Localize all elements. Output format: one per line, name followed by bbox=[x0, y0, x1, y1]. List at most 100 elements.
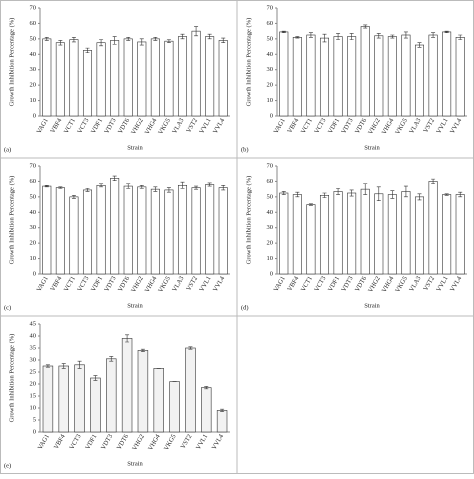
bar bbox=[455, 37, 465, 117]
bar bbox=[205, 36, 215, 117]
y-tick-label: 50 bbox=[267, 193, 274, 200]
error-bar bbox=[166, 39, 171, 44]
error-bar bbox=[308, 32, 313, 38]
error-bar bbox=[363, 24, 368, 29]
bar bbox=[292, 37, 302, 117]
bar bbox=[74, 364, 85, 433]
panel-label: (b) bbox=[241, 146, 249, 153]
bar bbox=[55, 42, 65, 117]
y-tick-label: 60 bbox=[30, 20, 37, 27]
bar bbox=[414, 196, 425, 275]
error-bar bbox=[220, 408, 225, 412]
bar bbox=[106, 358, 117, 433]
bar bbox=[177, 36, 188, 117]
bar bbox=[455, 194, 465, 275]
error-bar bbox=[431, 32, 436, 38]
error-bar bbox=[126, 183, 131, 189]
y-tick-label: 30 bbox=[267, 66, 274, 73]
error-bar bbox=[221, 37, 226, 44]
bar bbox=[69, 39, 79, 117]
bar bbox=[169, 381, 180, 433]
bar bbox=[121, 338, 133, 433]
error-bar bbox=[112, 36, 117, 45]
error-bar bbox=[363, 183, 368, 195]
y-tick-label: 20 bbox=[30, 82, 37, 89]
bar bbox=[137, 186, 147, 275]
bar bbox=[306, 204, 316, 275]
bar bbox=[360, 188, 370, 275]
bar bbox=[333, 36, 343, 117]
bar bbox=[279, 31, 289, 117]
bar bbox=[387, 194, 397, 275]
x-axis-label: Strain bbox=[127, 302, 143, 309]
bar bbox=[153, 368, 164, 433]
bar bbox=[96, 184, 106, 275]
y-tick-label: 35 bbox=[30, 344, 37, 351]
y-tick-label: 40 bbox=[30, 51, 37, 58]
error-bar bbox=[194, 185, 199, 190]
bar bbox=[164, 40, 174, 117]
y-tick-label: 60 bbox=[267, 178, 274, 185]
bar bbox=[374, 193, 384, 275]
y-tick-label: 40 bbox=[30, 332, 37, 339]
panel-label: (c) bbox=[4, 304, 11, 311]
error-bar bbox=[99, 39, 104, 47]
y-tick-label: 0 bbox=[33, 270, 36, 277]
y-tick-label: 20 bbox=[267, 82, 274, 89]
bar bbox=[401, 191, 411, 275]
bar bbox=[110, 178, 120, 275]
bar bbox=[123, 185, 133, 275]
y-tick-label: 10 bbox=[267, 255, 274, 262]
y-axis-label: Growth Inhibition Percentage (%) bbox=[245, 18, 252, 107]
error-bar bbox=[336, 33, 341, 40]
error-bar bbox=[61, 363, 66, 369]
error-bar bbox=[458, 191, 463, 198]
error-bar bbox=[390, 190, 395, 199]
error-bar bbox=[153, 186, 158, 192]
bar bbox=[137, 41, 147, 117]
error-bar bbox=[322, 33, 327, 43]
bar bbox=[177, 184, 188, 275]
error-bar bbox=[180, 33, 185, 40]
bar bbox=[201, 387, 212, 433]
bar bbox=[319, 37, 330, 117]
y-tick-label: 45 bbox=[30, 320, 37, 327]
error-bar bbox=[188, 346, 193, 350]
y-tick-label: 70 bbox=[267, 162, 274, 169]
bar bbox=[82, 189, 93, 275]
bar bbox=[387, 36, 397, 117]
y-axis-label: Growth Inhibition Percentage (%) bbox=[8, 18, 15, 107]
bar bbox=[82, 50, 93, 117]
y-tick-label: 5 bbox=[33, 416, 36, 423]
y-tick-label: 30 bbox=[30, 224, 37, 231]
y-tick-label: 25 bbox=[30, 368, 37, 375]
error-bar bbox=[376, 186, 381, 202]
panel-label: (d) bbox=[241, 304, 249, 311]
bar bbox=[205, 184, 215, 275]
y-tick-label: 20 bbox=[267, 240, 274, 247]
error-bar bbox=[153, 37, 158, 41]
bar bbox=[123, 38, 133, 117]
error-bar bbox=[112, 175, 117, 181]
x-axis-label: Strain bbox=[364, 144, 380, 151]
bar bbox=[306, 34, 316, 117]
error-bar bbox=[221, 184, 226, 191]
bar bbox=[428, 181, 438, 275]
y-tick-label: 0 bbox=[270, 112, 273, 119]
bar bbox=[137, 350, 149, 433]
error-bar bbox=[125, 334, 130, 343]
error-bar bbox=[44, 184, 49, 188]
error-bar bbox=[349, 189, 354, 197]
y-tick-label: 50 bbox=[30, 193, 37, 200]
x-axis-label: Strain bbox=[364, 302, 380, 309]
error-bar bbox=[204, 386, 209, 390]
y-tick-label: 70 bbox=[267, 4, 274, 11]
error-bar bbox=[71, 195, 76, 199]
y-tick-label: 70 bbox=[30, 4, 37, 11]
y-tick-label: 0 bbox=[270, 270, 273, 277]
y-tick-label: 50 bbox=[30, 35, 37, 42]
bar bbox=[69, 196, 79, 275]
x-axis-label: Strain bbox=[127, 460, 143, 467]
bar bbox=[347, 36, 357, 117]
